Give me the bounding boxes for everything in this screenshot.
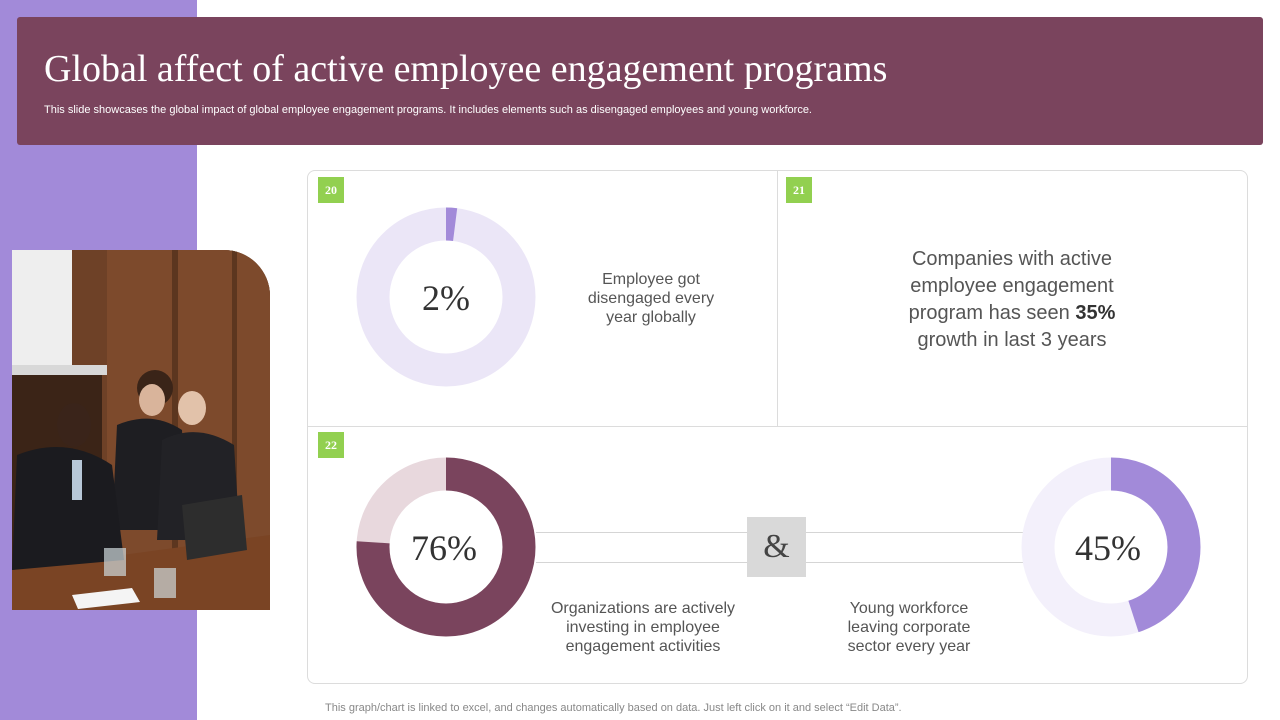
donut-investing — [356, 457, 536, 637]
stats-panel — [307, 170, 1248, 684]
badge-20: 20 — [318, 177, 344, 203]
donut-young-workforce-label: 45% — [1075, 528, 1141, 568]
donut-investing-label: 76% — [411, 528, 477, 568]
photo-illustration — [12, 250, 270, 610]
team-meeting-photo — [12, 250, 270, 610]
investing-value-slice — [356, 457, 536, 637]
growth-text-after: growth in last 3 years — [917, 329, 1107, 351]
page-subtitle: This slide showcases the global impact o… — [44, 104, 812, 116]
ampersand-box: & — [747, 517, 806, 577]
young-workforce-description: Young workforce leaving corporate sector… — [847, 600, 971, 655]
panel-vertical-divider — [777, 171, 778, 426]
donut-disengaged — [356, 207, 536, 387]
footnote: This graph/chart is linked to excel, and… — [325, 702, 902, 714]
growth-text-before: Companies with active employee engagemen… — [908, 248, 1114, 324]
badge-21: 21 — [786, 177, 812, 203]
disengaged-description: Employee got disengaged every year globa… — [587, 271, 715, 326]
investing-description: Organizations are actively investing in … — [550, 600, 736, 655]
donut-disengaged-label: 2% — [422, 278, 470, 318]
title-banner: Global affect of active employee engagem… — [17, 17, 1263, 145]
disengaged-value-slice — [356, 207, 536, 387]
growth-highlight: 35% — [1075, 302, 1116, 324]
young-workforce-value-slice — [1021, 457, 1201, 637]
panel-horizontal-divider — [308, 426, 1247, 427]
page-title: Global affect of active employee engagem… — [44, 48, 888, 90]
donut-young-workforce — [1021, 457, 1201, 637]
growth-statement: Companies with active employee engagemen… — [887, 246, 1137, 354]
badge-22: 22 — [318, 432, 344, 458]
